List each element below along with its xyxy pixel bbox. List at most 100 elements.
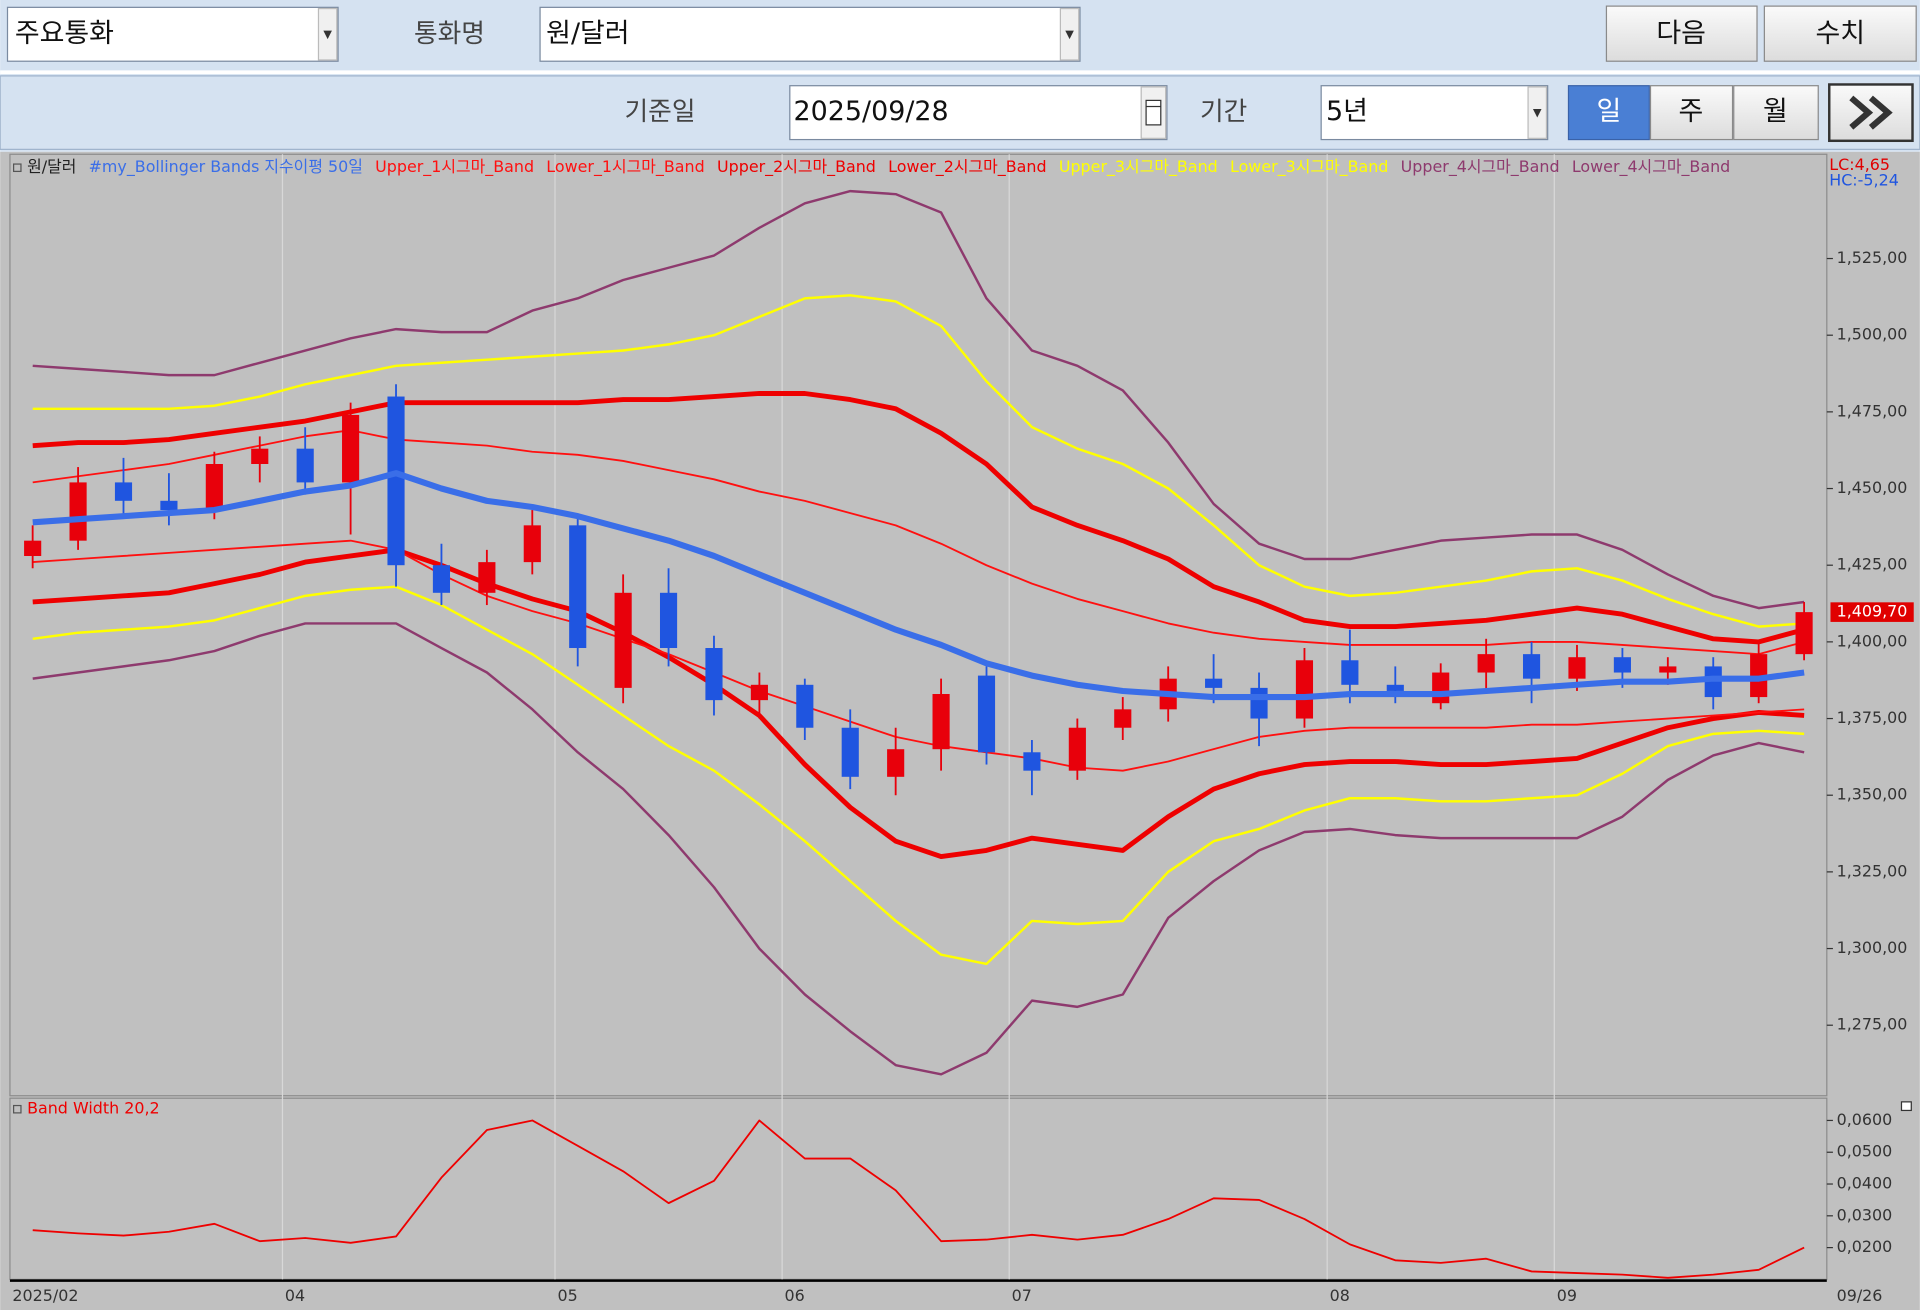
period-select[interactable]: 5년 (1320, 85, 1549, 141)
candle-body (114, 482, 133, 501)
candle-body (1250, 687, 1268, 719)
candle-body (569, 525, 587, 649)
y-tick-label: 1,525,00 (1837, 248, 1908, 267)
legend-icon (13, 163, 22, 173)
candle-body (432, 565, 451, 593)
candle-body (1023, 752, 1041, 771)
candle-body (1386, 684, 1404, 691)
candle-body (523, 525, 541, 563)
candle-body (614, 592, 632, 688)
candle-body (387, 396, 405, 566)
candle-body (1704, 666, 1722, 698)
date-label: 기준일 (625, 97, 696, 127)
candle-body (1568, 657, 1586, 679)
x-tick-label: 07 (1012, 1286, 1032, 1305)
x-tick-label: 06 (785, 1286, 805, 1305)
y-tick-label: 1,500,00 (1837, 325, 1908, 344)
annotation: HC:-5,24 (1829, 171, 1899, 190)
candle-body (160, 500, 178, 511)
next-button[interactable]: 다음 (1605, 5, 1758, 62)
month-label: 월 (1763, 96, 1788, 127)
annotation: LC:4,65 (1829, 155, 1890, 174)
x-tick-label: 08 (1330, 1286, 1350, 1305)
day-label: 일 (1596, 96, 1621, 127)
legend-entry: Lower_3시그마_Band (1230, 157, 1388, 177)
series-line (32, 539, 1805, 772)
legend-entry: Lower_1시그마_Band (546, 157, 704, 177)
legend-entry: Band Width 20,2 (27, 1099, 160, 1118)
y-tick-label: 0,0400 (1837, 1174, 1893, 1193)
y-tick-label: 1,275,00 (1837, 1015, 1908, 1034)
forward-button[interactable] (1828, 83, 1914, 143)
x-tick-label: 2025/02 (12, 1286, 78, 1305)
candle-body (1477, 654, 1495, 673)
candle-body (24, 540, 42, 557)
legend-entry: Upper_1시그마_Band (375, 157, 534, 177)
candle-body (932, 694, 950, 750)
x-tick-label: 04 (285, 1286, 305, 1305)
currency-group: 주요통화 (15, 18, 114, 49)
y-tick-label: 1,450,00 (1837, 478, 1908, 497)
candle-body (1613, 657, 1631, 673)
panel-icon (1900, 1101, 1912, 1112)
series-line (32, 547, 1805, 859)
day-button[interactable]: 일 (1567, 85, 1650, 141)
series-line (32, 294, 1805, 628)
y-tick-label: 1,425,00 (1837, 555, 1908, 574)
week-button[interactable]: 주 (1649, 85, 1734, 141)
x-tick-label: 09/26 (1837, 1286, 1883, 1305)
series-line (32, 189, 1805, 610)
candle-body (750, 684, 768, 701)
value-label: 수치 (1815, 18, 1865, 49)
value-button[interactable]: 수치 (1763, 5, 1917, 62)
y-tick-label: 1,375,00 (1837, 708, 1908, 727)
candle-body (1205, 678, 1223, 688)
candle-body (1341, 660, 1359, 685)
candle-body (1114, 709, 1132, 728)
next-label: 다음 (1656, 18, 1706, 49)
currency-select[interactable]: 원/달러 (539, 6, 1081, 62)
plot: 2025/02 04 05 06 07 08 09 09/26 1,275,00 1,300,00… (12, 154, 1914, 1305)
last-price-tag (1830, 602, 1914, 622)
candle-body (887, 749, 905, 777)
legend-entry: Upper_4시그마_Band (1401, 157, 1560, 177)
legend-entry: Lower_4시그마_Band (1572, 157, 1730, 177)
currency: 원/달러 (546, 18, 629, 49)
y-tick-label: 1,400,00 (1837, 631, 1908, 650)
period: 5년 (1326, 96, 1368, 127)
series-line (32, 622, 1805, 1076)
y-tick-label: 0,0200 (1837, 1237, 1893, 1256)
series-line (32, 429, 1805, 656)
candle-body (659, 592, 678, 649)
x-tick-label: 09 (1557, 1286, 1577, 1305)
currency-group-select[interactable]: 주요통화 (6, 6, 339, 62)
y-tick-label: 0,0600 (1837, 1110, 1893, 1129)
y-tick-label: 0,0300 (1837, 1205, 1893, 1224)
y-tick-label: 1,475,00 (1837, 401, 1908, 420)
legend-entry: #my_Bollinger Bands 지수이평 50일 (89, 157, 363, 177)
y-tick-label: 1,325,00 (1837, 861, 1908, 880)
candle-body (296, 448, 314, 483)
candle-body (1795, 612, 1813, 655)
date: 2025/09/28 (793, 96, 948, 127)
month-button[interactable]: 월 (1733, 85, 1819, 141)
series-line (32, 1119, 1805, 1279)
y-tick-label: 1,350,00 (1837, 785, 1908, 804)
candle-body (1659, 666, 1677, 673)
candle-body (705, 648, 723, 701)
date-input[interactable]: 2025/09/28 (789, 85, 1168, 141)
candle-body (1522, 654, 1541, 679)
candle-body (251, 448, 269, 465)
legend-entry: Upper_2시그마_Band (717, 157, 876, 177)
series-line (32, 470, 1805, 701)
candle-body (977, 675, 996, 753)
legend-entry: Upper_3시그마_Band (1059, 157, 1218, 177)
last-price-label: 1,409,70 (1837, 602, 1908, 621)
candle-body (342, 414, 360, 483)
candle-body (1295, 660, 1314, 719)
y-tick-label: 0,0500 (1837, 1142, 1893, 1161)
series-line (32, 391, 1805, 645)
currency-label: 통화명 (414, 19, 485, 49)
week-label: 주 (1679, 96, 1704, 127)
